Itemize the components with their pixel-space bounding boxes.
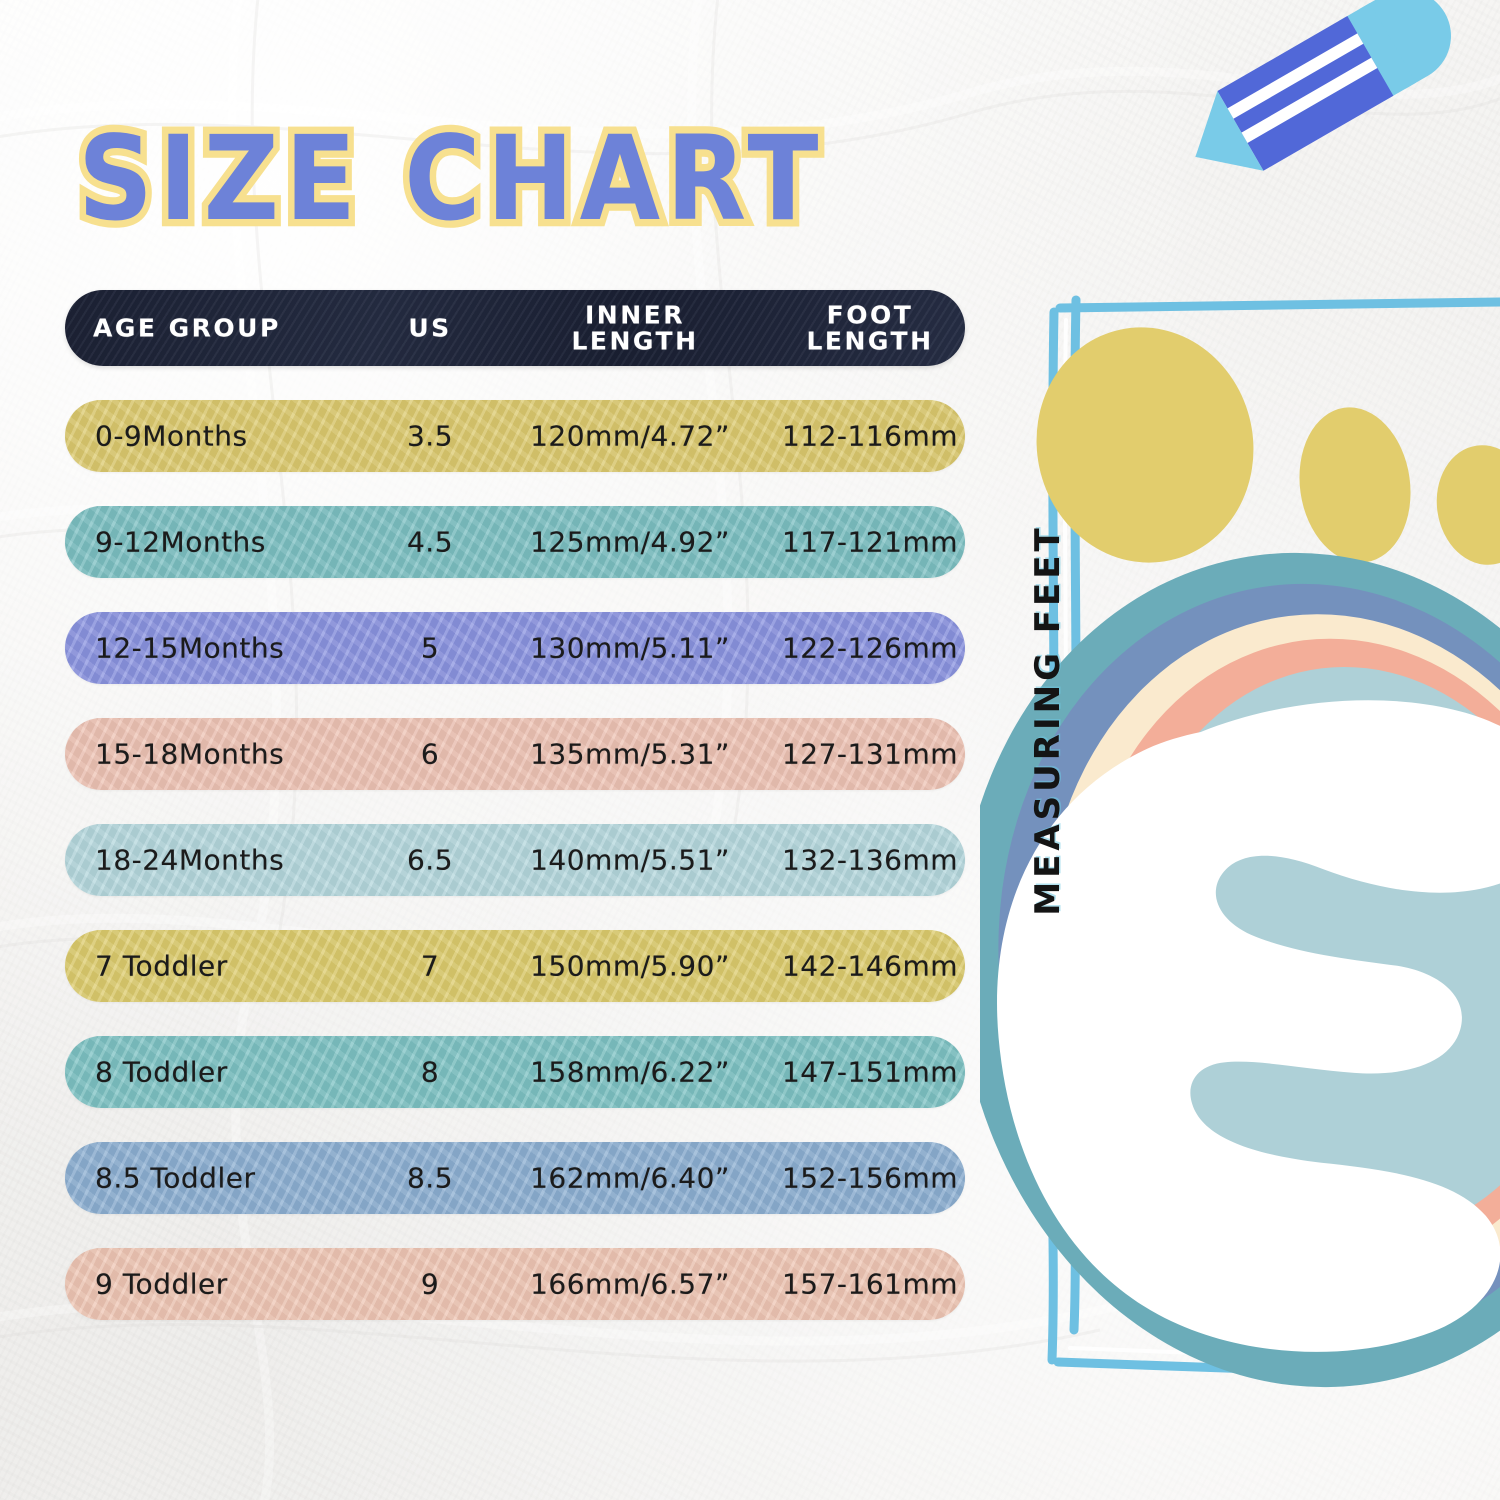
cell-inner-length: 125mm/4.92” — [530, 525, 730, 559]
cell-us-size: 8 — [420, 1055, 440, 1089]
cell-inner-length: 162mm/6.40” — [530, 1161, 730, 1195]
footprint-icon — [997, 700, 1500, 1352]
cell-age-group: 0-9Months — [95, 419, 248, 453]
table-row: 15-18Months 6 135mm/5.31” 127-131mm — [65, 718, 965, 790]
dot-small-icon — [1436, 445, 1500, 565]
pencil-icon — [1195, 0, 1451, 171]
cell-foot-length: 157-161mm — [781, 1267, 959, 1301]
table-row: 8 Toddler 8 158mm/6.22” 147-151mm — [65, 1036, 965, 1108]
cell-foot-length: 117-121mm — [781, 525, 959, 559]
cell-age-group: 7 Toddler — [95, 949, 228, 983]
cell-foot-length: 132-136mm — [781, 843, 959, 877]
dot-medium-icon — [1299, 407, 1411, 563]
cell-inner-length: 130mm/5.11” — [530, 631, 730, 665]
cell-inner-length: 166mm/6.57” — [530, 1267, 730, 1301]
pencil-eraser-block — [1338, 3, 1416, 101]
cell-us-size: 4.5 — [406, 525, 454, 559]
cell-inner-length: 150mm/5.90” — [530, 949, 730, 983]
cell-inner-length: 140mm/5.51” — [530, 843, 730, 877]
page-title: SIZE CHART — [71, 110, 825, 247]
column-header-foot-length-line1: FOOT — [826, 300, 914, 330]
cell-foot-length: 112-116mm — [781, 419, 959, 453]
pencil-stripe-1 — [1227, 33, 1364, 119]
column-header-inner-length-line2: LENGTH — [571, 326, 699, 355]
cell-us-size: 6 — [420, 737, 440, 771]
table-row: 18-24Months 6.5 140mm/5.51” 132-136mm — [65, 824, 965, 896]
pencil-eraser — [1359, 0, 1451, 89]
column-header-inner-length: INNER LENGTH — [520, 300, 750, 355]
cell-age-group: 9-12Months — [95, 525, 266, 559]
cell-foot-length: 147-151mm — [781, 1055, 959, 1089]
table-header-row: AGE GROUP US INNER LENGTH FOOT LENGTH — [65, 290, 965, 366]
cell-inner-length: 158mm/6.22” — [530, 1055, 730, 1089]
table-row: 12-15Months 5 130mm/5.11” 122-126mm — [65, 612, 965, 684]
column-header-age-group: AGE GROUP — [93, 313, 281, 343]
column-header-inner-length-line1: INNER — [585, 300, 685, 330]
table-row: 9-12Months 4.5 125mm/4.92” 117-121mm — [65, 506, 965, 578]
table-row: 7 Toddler 7 150mm/5.90” 142-146mm — [65, 930, 965, 1002]
cell-us-size: 7 — [420, 949, 440, 983]
cell-foot-length: 142-146mm — [781, 949, 959, 983]
foot-rings-illustration — [980, 552, 1500, 1388]
cell-foot-length: 152-156mm — [781, 1161, 959, 1195]
cell-foot-length: 122-126mm — [781, 631, 959, 665]
pencil-stripe-2 — [1241, 57, 1378, 144]
cell-us-size: 5 — [420, 631, 440, 665]
cell-inner-length: 135mm/5.31” — [530, 737, 730, 771]
cell-inner-length: 120mm/4.72” — [530, 419, 730, 453]
cell-age-group: 18-24Months — [95, 843, 285, 877]
cell-us-size: 9 — [420, 1267, 440, 1301]
cell-us-size: 8.5 — [406, 1161, 454, 1195]
cell-age-group: 8 Toddler — [95, 1055, 228, 1089]
cell-foot-length: 127-131mm — [781, 737, 959, 771]
cell-age-group: 8.5 Toddler — [95, 1161, 256, 1195]
table-row: 8.5 Toddler 8.5 162mm/6.40” 152-156mm — [65, 1142, 965, 1214]
column-header-foot-length: FOOT LENGTH — [765, 300, 965, 355]
cell-us-size: 3.5 — [406, 419, 454, 453]
measuring-feet-label: MEASURING FEET — [1028, 524, 1068, 916]
cell-age-group: 12-15Months — [95, 631, 285, 665]
table-body: 0-9Months 3.5 120mm/4.72” 112-116mm 9-12Mont… — [65, 400, 965, 1320]
cell-age-group: 9 Toddler — [95, 1267, 228, 1301]
dot-large-icon — [1036, 327, 1254, 563]
column-header-foot-length-line2: LENGTH — [806, 326, 934, 355]
pencil-lead — [1195, 135, 1219, 161]
cell-us-size: 6.5 — [406, 843, 454, 877]
cell-age-group: 15-18Months — [95, 737, 285, 771]
table-row: 0-9Months 3.5 120mm/4.72” 112-116mm — [65, 400, 965, 472]
size-table: AGE GROUP US INNER LENGTH FOOT LENGTH 0-… — [65, 290, 965, 1320]
illustration-panel: MEASURING FEET — [980, 0, 1500, 1500]
yellow-dots-decoration — [1036, 327, 1500, 565]
table-row: 9 Toddler 9 166mm/6.57” 157-161mm — [65, 1248, 965, 1320]
column-header-us: US — [408, 313, 452, 343]
